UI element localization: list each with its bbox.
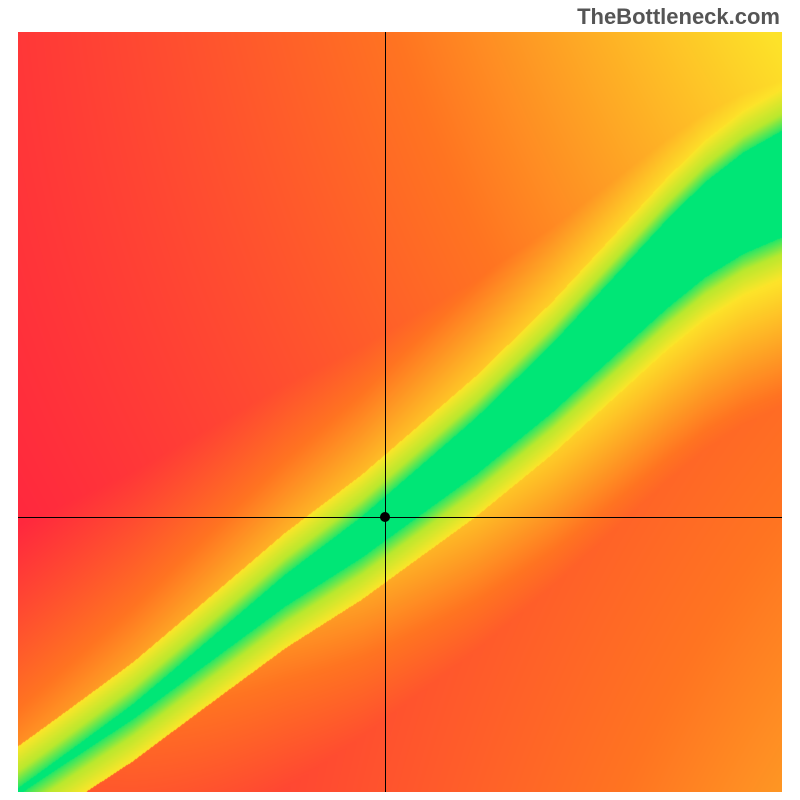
crosshair-horizontal	[18, 517, 782, 518]
bottleneck-heatmap	[18, 32, 782, 792]
crosshair-vertical	[385, 32, 386, 792]
heatmap-canvas	[18, 32, 782, 792]
watermark-text: TheBottleneck.com	[577, 4, 780, 30]
marker-dot	[380, 512, 390, 522]
